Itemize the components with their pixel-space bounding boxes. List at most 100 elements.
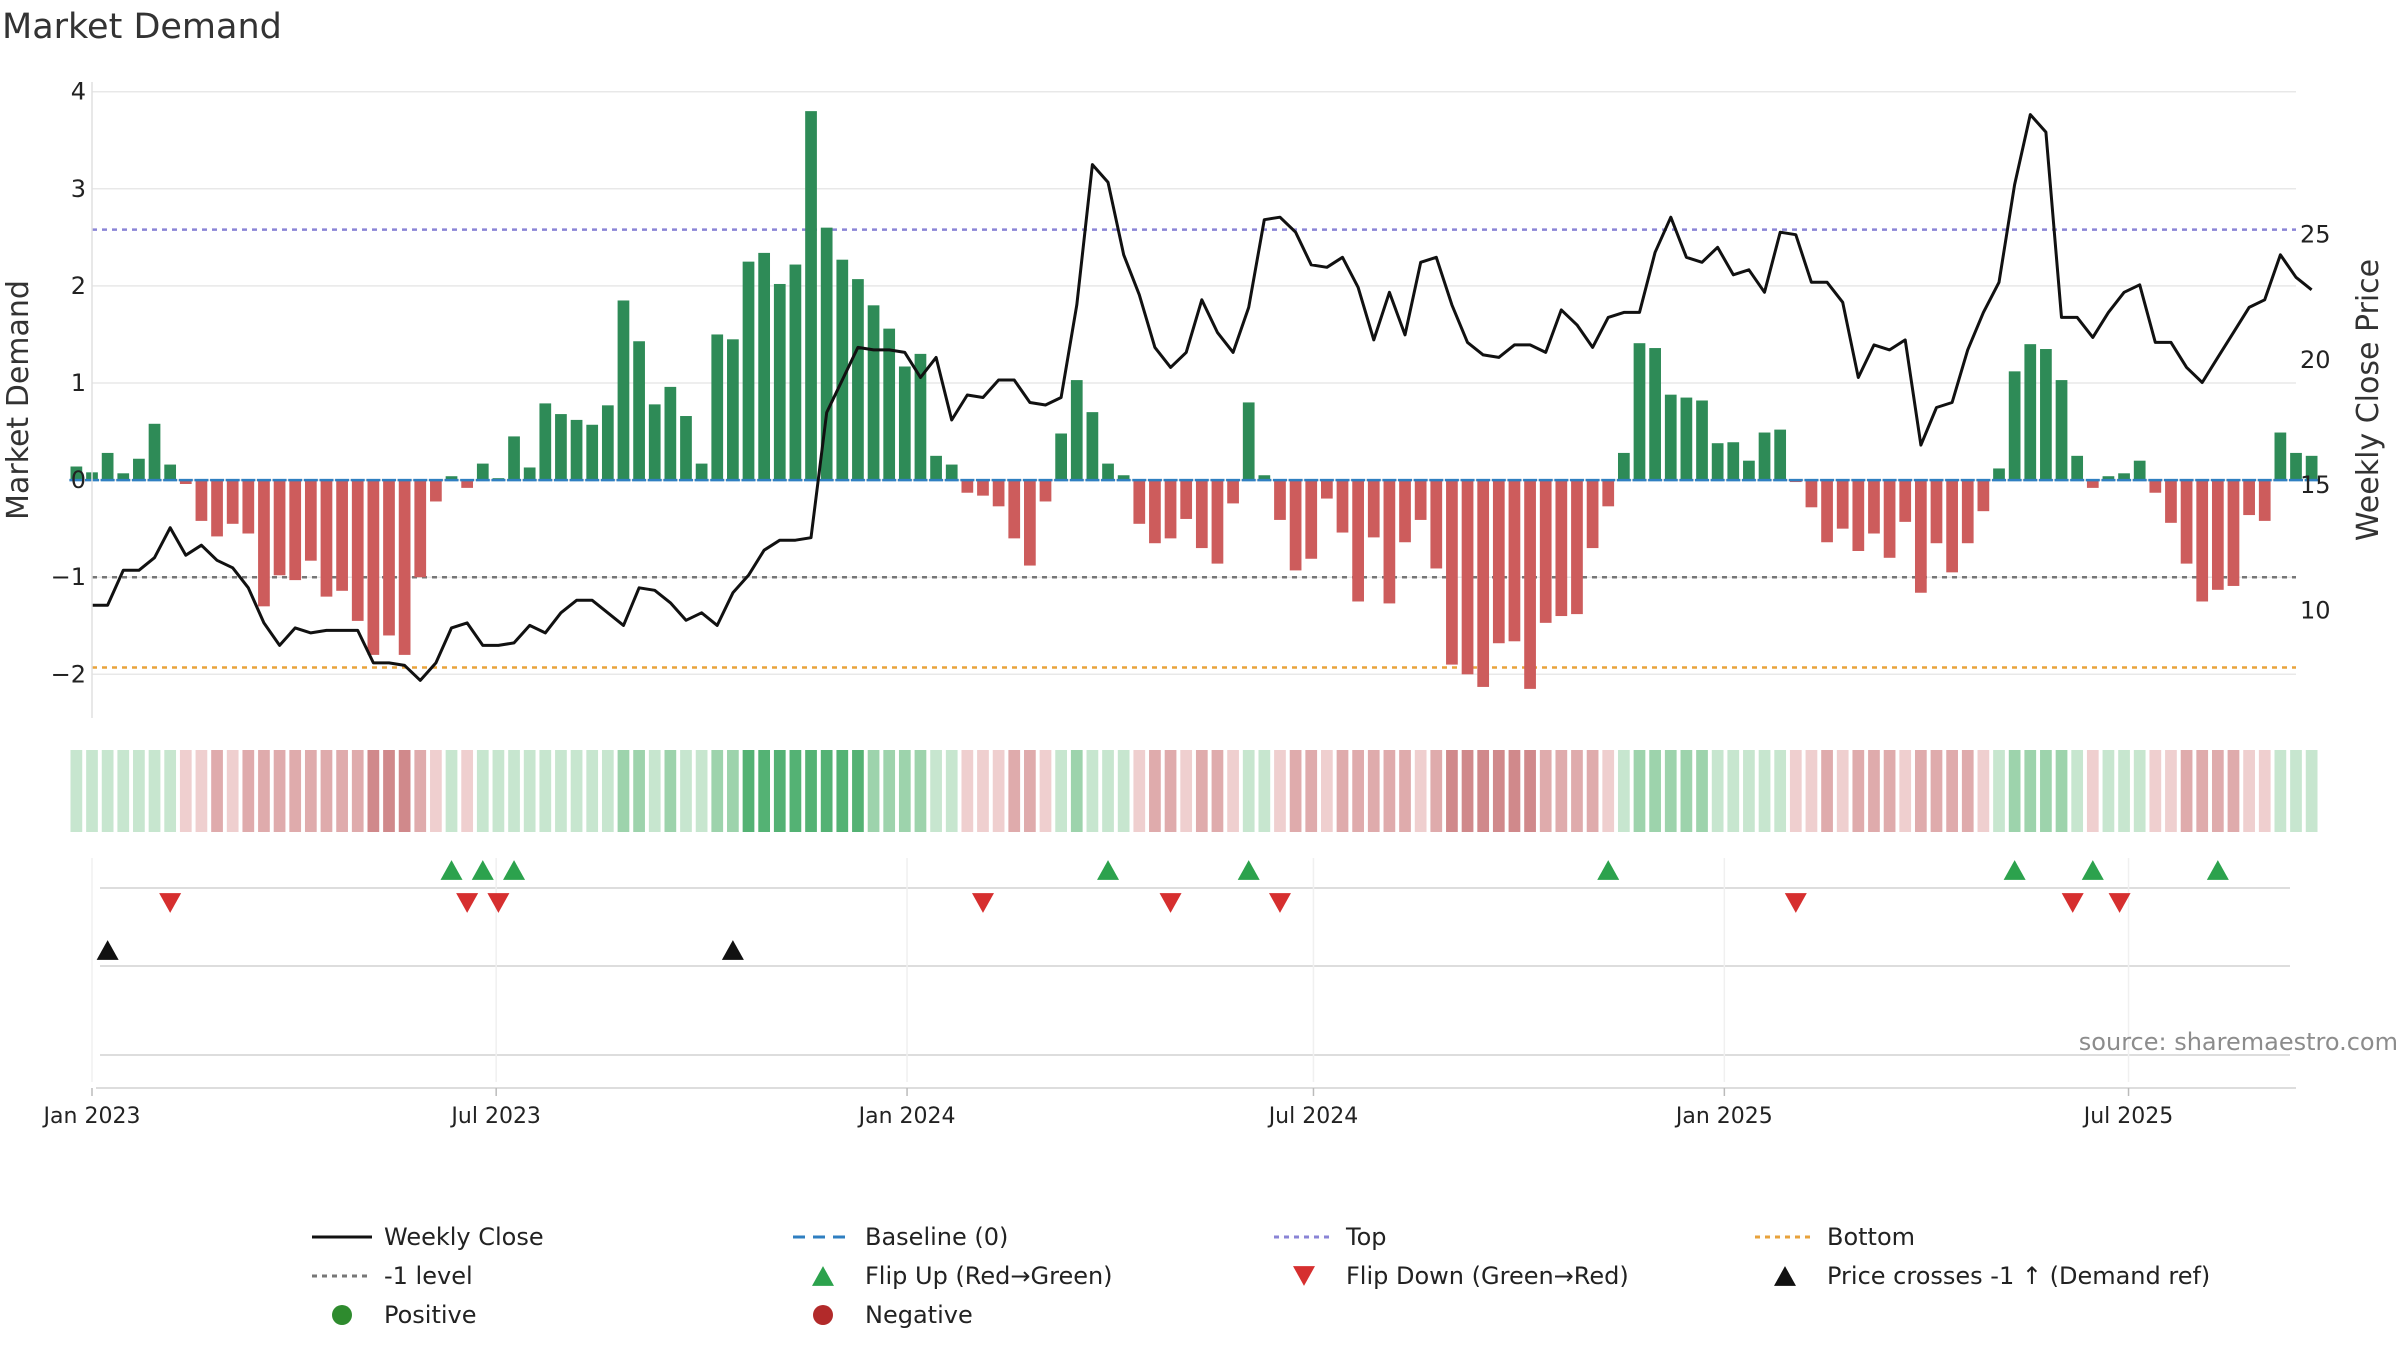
legend-swatch <box>1293 1266 1315 1286</box>
positive-bar <box>1727 442 1740 481</box>
negative-bar <box>304 480 317 561</box>
negative-bar <box>1211 480 1224 564</box>
band-cell <box>1195 750 1208 832</box>
band-cell <box>1789 750 1802 832</box>
band-cell <box>2086 750 2099 832</box>
band-cell <box>508 750 520 832</box>
band-cell <box>476 750 489 832</box>
positive-bar <box>1743 460 1755 481</box>
positive-bar <box>2305 455 2318 481</box>
legend-item: Flip Up (Red→Green) <box>812 1262 1113 1290</box>
negative-bar <box>1805 480 1818 508</box>
band-cell <box>117 750 130 832</box>
band-cell <box>1414 750 1427 832</box>
band-cell <box>727 750 739 832</box>
positive-bar <box>648 404 661 481</box>
band-cell <box>2227 750 2240 832</box>
negative-bar <box>977 480 989 496</box>
legend-item: Weekly Close <box>312 1223 544 1251</box>
positive-bar <box>898 366 911 481</box>
x-tick-label: Jan 2023 <box>42 1104 141 1129</box>
positive-bar <box>1633 343 1646 481</box>
legend-label: Bottom <box>1827 1223 1915 1251</box>
legend-item: Positive <box>332 1301 477 1329</box>
positive-bar <box>914 353 927 481</box>
positive-bar <box>1696 400 1708 481</box>
band-cell <box>1211 750 1224 832</box>
x-tick-label: Jul 2023 <box>449 1104 541 1129</box>
band-cell <box>1461 750 1474 832</box>
negative-bar <box>1571 480 1583 615</box>
positive-bar <box>867 305 880 481</box>
negative-bar <box>1868 480 1880 534</box>
negative-bar <box>2211 480 2224 590</box>
negative-bar <box>1602 480 1615 507</box>
band-cell <box>2180 750 2193 832</box>
band-cell <box>1258 750 1271 832</box>
band-cell <box>2196 750 2209 832</box>
band-cell <box>1586 750 1599 832</box>
band-cell <box>1149 750 1161 832</box>
band-cell <box>1102 750 1114 832</box>
flip-up-marker <box>440 860 463 880</box>
positive-bar <box>1774 429 1787 481</box>
legend-label: Positive <box>384 1301 477 1329</box>
band-cell <box>2243 750 2255 832</box>
band-cell <box>2165 750 2177 832</box>
negative-bar <box>226 480 239 524</box>
band-cell <box>1164 750 1177 832</box>
band-cell <box>2211 750 2224 832</box>
positive-bar <box>586 424 599 481</box>
positive-bar <box>1680 397 1693 481</box>
legend-label: Price crosses -1 ↑ (Demand ref) <box>1827 1262 2210 1290</box>
band-cell <box>805 750 817 832</box>
band-cell <box>1352 750 1364 832</box>
positive-bar <box>1758 432 1771 481</box>
negative-bar <box>1149 480 1161 544</box>
band-cell <box>70 750 83 832</box>
negative-bar <box>195 480 208 521</box>
band-cell <box>2118 750 2130 832</box>
flip-up-marker <box>2081 860 2104 880</box>
band-cell <box>2040 750 2052 832</box>
negative-bar <box>2243 480 2255 516</box>
negative-bar <box>179 480 192 484</box>
flip-up-marker <box>503 860 526 880</box>
band-cell <box>961 750 974 832</box>
band-cell <box>1680 750 1693 832</box>
positive-bar <box>101 452 114 481</box>
positive-bar <box>789 264 802 481</box>
band-cell <box>1914 750 1927 832</box>
band-cell <box>1524 750 1536 832</box>
band-cell <box>101 750 114 832</box>
y2-tick-label: 10 <box>2300 596 2331 624</box>
negative-bar <box>1305 480 1318 559</box>
negative-bar <box>1383 480 1396 604</box>
negative-bar <box>1039 480 1052 502</box>
negative-bar <box>1227 480 1239 504</box>
band-cell <box>1070 750 1083 832</box>
band-cell <box>1930 750 1943 832</box>
legend-label: Flip Up (Red→Green) <box>865 1262 1113 1290</box>
band-cell <box>539 750 552 832</box>
band-cell <box>852 750 864 832</box>
negative-bar <box>289 480 302 581</box>
negative-bar <box>1461 480 1474 675</box>
band-cell <box>351 750 364 832</box>
negative-bar <box>1008 480 1021 539</box>
flip-down-marker <box>1784 893 1807 913</box>
flip-down-marker <box>2061 893 2084 913</box>
band-cell <box>164 750 177 832</box>
legend: Weekly Close Baseline (0) Top Bottom -1 leve… <box>312 1223 2210 1329</box>
band-cell <box>133 750 145 832</box>
band-cell <box>1602 750 1615 832</box>
positive-bar <box>508 436 520 481</box>
negative-bar <box>1555 480 1568 617</box>
band-cell <box>226 750 239 832</box>
negative-bar <box>414 480 427 578</box>
band-cell <box>992 750 1005 832</box>
band-cell <box>2008 750 2021 832</box>
band-cell <box>570 750 583 832</box>
positive-bar <box>539 403 552 481</box>
negative-bar <box>1446 480 1458 665</box>
